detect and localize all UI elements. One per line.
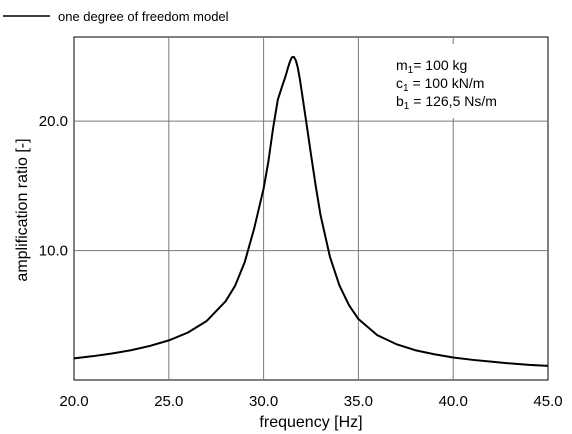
tick-layer: 20.0 25.0 30.0 35.0 40.0 45.0 10.0 20.0 — [39, 113, 563, 410]
series-line-one-degree-of-freedom-model — [73, 55, 549, 367]
y-tick-label: 10.0 — [39, 243, 68, 260]
x-tick-label: 25.0 — [154, 393, 183, 410]
x-tick-label: 30.0 — [249, 393, 278, 410]
x-tick-label: 35.0 — [344, 393, 373, 410]
y-axis-title: amplification ratio [-] — [14, 138, 31, 281]
annotation-m: m1= 100 kg — [396, 57, 467, 76]
x-tick-label: 45.0 — [533, 393, 562, 410]
annotation-b: b1 = 126,5 Ns/m — [396, 93, 497, 112]
annotation-c: c1 = 100 kN/m — [396, 75, 484, 94]
x-tick-label: 20.0 — [59, 393, 88, 410]
x-axis-title: frequency [Hz] — [259, 414, 362, 431]
x-tick-label: 40.0 — [439, 393, 468, 410]
y-tick-label: 20.0 — [39, 113, 68, 130]
annotation-box — [386, 44, 532, 118]
series-layer — [73, 55, 549, 367]
legend-label: one degree of freedom model — [58, 9, 229, 24]
